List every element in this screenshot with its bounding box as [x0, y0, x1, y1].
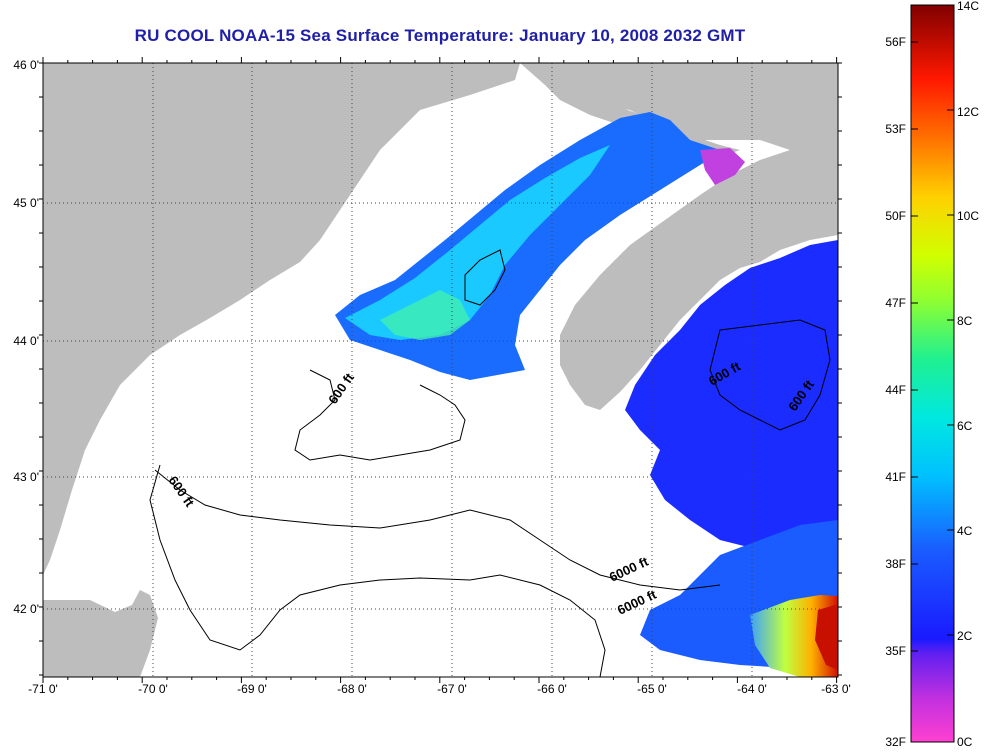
- lon-tick-label: -64 0': [737, 682, 767, 696]
- colorbar-ticks: [911, 4, 954, 743]
- colorbar-c-label: 0C: [957, 735, 973, 749]
- sst-scotian-shelf: [625, 240, 838, 565]
- colorbar-f-label: 35F: [885, 644, 906, 658]
- map-title: RU COOL NOAA-15 Sea Surface Temperature:…: [134, 26, 746, 45]
- colorbar-f-label: 38F: [885, 557, 906, 571]
- latitude-labels: 46 0' 45 0' 44 0' 43 0' 42 0': [13, 58, 39, 616]
- lon-tick-label: -67 0': [437, 682, 467, 696]
- lon-tick-label: -66 0': [537, 682, 567, 696]
- colorbar-gradient: [910, 4, 955, 743]
- tick-marks: [39, 57, 842, 683]
- sst-fundy-head: [700, 148, 745, 185]
- lon-tick-label: -68 0': [337, 682, 367, 696]
- colorbar-f-label: 47F: [885, 296, 906, 310]
- sst-warm-core: [815, 604, 838, 670]
- graticule: [43, 63, 838, 677]
- lon-tick-label: -71 0': [28, 682, 58, 696]
- lon-tick-label: -65 0': [637, 682, 667, 696]
- land-nova-scotia: [520, 63, 838, 410]
- lon-tick-label: -69 0': [237, 682, 267, 696]
- lat-tick-label: 46 0': [13, 58, 39, 72]
- colorbar-c-label: 2C: [957, 629, 973, 643]
- lat-tick-label: 45 0': [13, 196, 39, 210]
- colorbar: 56F 53F 50F 47F 44F 41F 38F 35F 32F 14C …: [885, 0, 979, 749]
- sst-gulf-stream-warm: [750, 595, 838, 677]
- lon-tick-label: -70 0': [138, 682, 168, 696]
- sst-fundy-cyan: [345, 145, 610, 340]
- colorbar-c-label: 10C: [957, 209, 979, 223]
- lon-tick-label: -63 0': [821, 682, 851, 696]
- sst-fundy-green: [380, 290, 470, 340]
- land-cape-cod: [43, 590, 158, 677]
- colorbar-f-label: 41F: [885, 470, 906, 484]
- colorbar-c-label: 6C: [957, 419, 973, 433]
- colorbar-c-label: 12C: [957, 105, 979, 119]
- lat-tick-label: 44 0': [13, 334, 39, 348]
- colorbar-f-label: 44F: [885, 383, 906, 397]
- colorbar-f-label: 50F: [885, 209, 906, 223]
- lat-tick-label: 42 0': [13, 602, 39, 616]
- colorbar-f-label: 32F: [885, 735, 906, 749]
- colorbar-f-label: 53F: [885, 122, 906, 136]
- colorbar-c-label: 8C: [957, 314, 973, 328]
- longitude-labels: -71 0' -70 0' -69 0' -68 0' -67 0' -66 0…: [28, 682, 851, 696]
- colorbar-f-label: 56F: [885, 35, 906, 49]
- colorbar-c-label: 4C: [957, 524, 973, 538]
- land-new-england: [43, 63, 520, 575]
- bathymetry-contours: [149, 249, 831, 678]
- lat-tick-label: 43 0': [13, 470, 39, 484]
- map-frame: [42, 62, 839, 678]
- colorbar-c-label: 14C: [957, 0, 979, 13]
